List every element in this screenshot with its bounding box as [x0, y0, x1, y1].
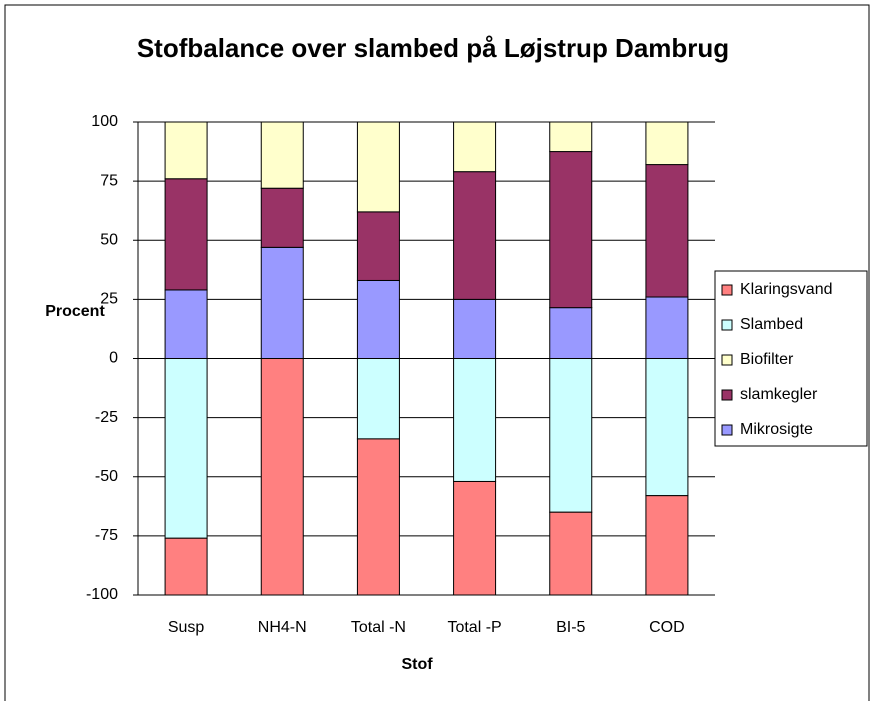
- bar-segment: [164, 358, 208, 539]
- x-axis-label: Stof: [401, 656, 433, 673]
- bar-segment: [356, 121, 400, 213]
- legend-label: Biofilter: [740, 351, 794, 368]
- bar-segment: [549, 511, 593, 596]
- legend-label: Mikrosigte: [740, 421, 813, 438]
- bar-segment: [164, 537, 208, 596]
- bar-segment: [164, 178, 208, 291]
- y-tick-label: 100: [91, 113, 118, 130]
- bar-segment: [260, 246, 304, 359]
- bar-segment: [549, 307, 593, 359]
- legend-swatch: [721, 354, 733, 366]
- bar-segment: [260, 187, 304, 248]
- x-tick-label: Total -N: [351, 619, 406, 636]
- bar-segment: [260, 121, 304, 189]
- y-axis-label: Procent: [45, 303, 105, 320]
- bar-segment: [453, 480, 497, 596]
- bar-segment: [453, 298, 497, 359]
- legend-swatch: [721, 389, 733, 401]
- legend-swatch: [721, 319, 733, 331]
- bar-segment: [549, 151, 593, 309]
- bar-segment: [549, 358, 593, 513]
- chart-title: Stofbalance over slambed på Løjstrup Dam…: [137, 33, 729, 63]
- chart-frame: [4, 4, 870, 701]
- legend-swatch: [721, 284, 733, 296]
- bar-segment: [164, 289, 208, 360]
- bar-segment: [645, 164, 689, 298]
- bar-segment: [164, 121, 208, 180]
- legend-swatch: [721, 424, 733, 436]
- x-tick-label: Susp: [168, 619, 205, 636]
- bar-segment: [645, 495, 689, 596]
- bar-segment: [356, 438, 400, 596]
- legend-label: slamkegler: [740, 386, 818, 403]
- bar-segment: [453, 121, 497, 173]
- bar-segment: [356, 211, 400, 281]
- y-tick-label: -50: [95, 468, 118, 485]
- x-tick-label: Total -P: [447, 619, 501, 636]
- bar-segment: [645, 296, 689, 360]
- bar-segment: [356, 358, 400, 440]
- legend-label: Slambed: [740, 316, 803, 333]
- y-tick-label: -25: [95, 409, 118, 426]
- bar-segment: [645, 358, 689, 497]
- y-tick-label: -100: [86, 586, 118, 603]
- bar-segment: [260, 358, 304, 596]
- y-tick-label: 50: [100, 231, 118, 248]
- legend-label: Klaringsvand: [740, 281, 833, 298]
- x-tick-label: COD: [649, 619, 685, 636]
- bar-segment: [645, 121, 689, 166]
- bar-segment: [453, 358, 497, 482]
- y-tick-label: 0: [109, 350, 118, 367]
- x-tick-label: NH4-N: [258, 619, 307, 636]
- legend-box: [714, 270, 868, 447]
- x-tick-label: BI-5: [556, 619, 585, 636]
- y-tick-label: 25: [100, 291, 118, 308]
- bar-segment: [356, 279, 400, 359]
- bar-segment: [549, 121, 593, 153]
- y-tick-label: 75: [100, 172, 118, 189]
- bar-segment: [453, 171, 497, 300]
- y-tick-label: -75: [95, 527, 118, 544]
